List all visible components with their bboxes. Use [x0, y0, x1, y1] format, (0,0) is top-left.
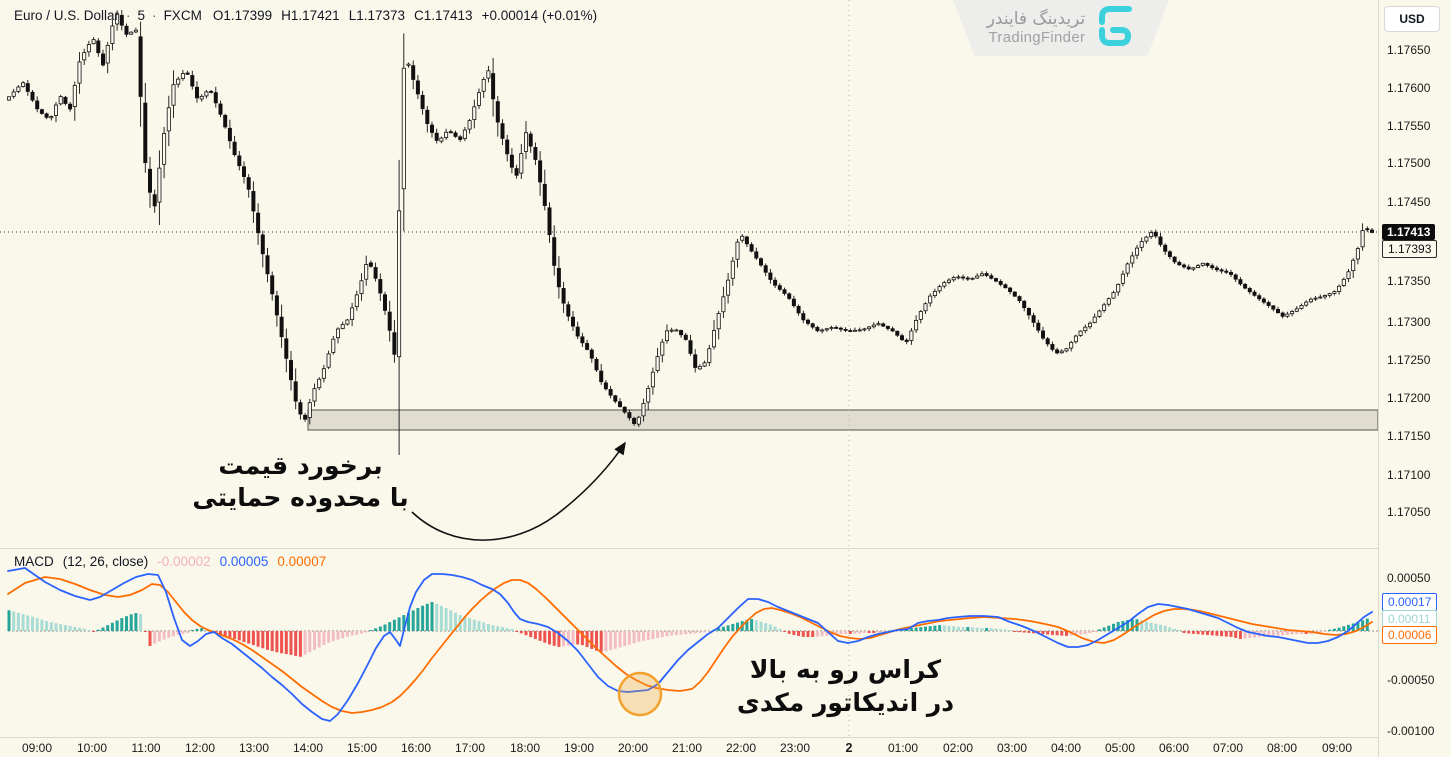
time-axis-label: 2 — [845, 741, 853, 755]
time-axis-label: 21:00 — [671, 741, 703, 755]
time-axis-label: 20:00 — [617, 741, 649, 755]
tradingfinder-logo-icon — [1095, 4, 1135, 53]
brand-name-english: TradingFinder — [988, 29, 1086, 47]
macd-value-tag: 0.00011 — [1382, 610, 1437, 628]
time-axis-label: 13:00 — [238, 741, 270, 755]
exchange-name: FXCM — [163, 8, 202, 23]
time-axis-label: 16:00 — [400, 741, 432, 755]
macd-value-tag: 0.00017 — [1382, 593, 1438, 611]
time-axis-label: 04:00 — [1050, 741, 1082, 755]
support-annotation: برخورد قیمت با محدوده حمایتی — [178, 450, 423, 514]
support-zone[interactable] — [307, 409, 1379, 431]
price-axis-label: 1.17450 — [1387, 195, 1431, 209]
macd-cross-annotation: کراس رو به بالا در اندیکاتور مکدی — [718, 653, 973, 719]
time-axis-label: 09:00 — [21, 741, 53, 755]
time-axis-label: 09:00 — [1321, 741, 1353, 755]
last-price-tag: 1.17413 — [1382, 224, 1436, 240]
prev-close-tag: 1.17393 — [1382, 240, 1438, 258]
brand-name-farsi: تریدینگ فایندر — [986, 8, 1086, 29]
time-axis-label: 17:00 — [454, 741, 486, 755]
time-axis-label: 15:00 — [346, 741, 378, 755]
price-axis-label: 1.17600 — [1387, 81, 1431, 95]
macd-value-tag: 0.00006 — [1382, 626, 1438, 644]
low-value: L1.17373 — [348, 8, 405, 23]
macd-cross-annotation-line2: در اندیکاتور مکدی — [736, 688, 955, 717]
time-axis-label: 12:00 — [184, 741, 216, 755]
ohlc-values: O1.17399 H1.17421 L1.17373 C1.17413 +0.0… — [213, 8, 597, 23]
price-axis-label: 1.17500 — [1387, 156, 1431, 170]
price-axis-label: 1.17350 — [1387, 274, 1431, 288]
time-axis-label: 06:00 — [1158, 741, 1190, 755]
macd-indicator — [7, 567, 1378, 722]
macd-axis-label: 0.00050 — [1387, 571, 1431, 585]
time-axis-label: 03:00 — [996, 741, 1028, 755]
support-annotation-line1: برخورد قیمت — [218, 451, 383, 480]
price-axis-label: 1.17550 — [1387, 119, 1431, 133]
macd-hist-value: -0.00002 — [157, 554, 211, 569]
macd-params: (12, 26, close) — [62, 554, 149, 569]
symbol-info-bar[interactable]: Euro / U.S. Dollar · 5 · FXCM O1.17399 H… — [14, 8, 597, 23]
separator-dot: · — [126, 8, 131, 23]
time-axis-label: 10:00 — [76, 741, 108, 755]
panel-separator[interactable] — [0, 548, 1378, 549]
time-axis-label: 01:00 — [887, 741, 919, 755]
macd-signal-value: 0.00007 — [277, 554, 327, 569]
close-value: C1.17413 — [414, 8, 473, 23]
brand-watermark: تریدینگ فایندر TradingFinder — [953, 0, 1169, 56]
macd-legend[interactable]: MACD (12, 26, close) -0.00002 0.00005 0.… — [14, 554, 326, 569]
support-arrow — [411, 441, 626, 541]
price-axis[interactable]: 1.17650 1.17600 1.17550 1.17500 1.17450 1.173… — [1378, 0, 1451, 757]
candlesticks — [7, 10, 1375, 455]
price-axis-label: 1.17100 — [1387, 468, 1431, 482]
price-axis-label: 1.17200 — [1387, 391, 1431, 405]
separator-dot: · — [152, 8, 157, 23]
time-axis-label: 18:00 — [509, 741, 541, 755]
time-axis-label: 22:00 — [725, 741, 757, 755]
time-axis-label: 11:00 — [131, 741, 161, 755]
time-axis[interactable]: 09:00 10:00 11:00 12:00 13:00 14:00 15:00 16:00… — [0, 737, 1378, 757]
time-axis-label: 07:00 — [1212, 741, 1244, 755]
price-axis-label: 1.17150 — [1387, 429, 1431, 443]
macd-title[interactable]: MACD — [14, 554, 54, 569]
interval-value[interactable]: 5 — [137, 8, 146, 23]
price-axis-label: 1.17250 — [1387, 353, 1431, 367]
annotation-shapes — [411, 441, 663, 717]
change-value: +0.00014 (+0.01%) — [481, 8, 598, 23]
macd-line-value: 0.00005 — [219, 554, 269, 569]
time-axis-label: 05:00 — [1104, 741, 1136, 755]
high-value: H1.17421 — [281, 8, 340, 23]
price-axis-label: 1.17300 — [1387, 315, 1431, 329]
price-axis-label: 1.17650 — [1387, 43, 1431, 57]
time-axis-label: 23:00 — [779, 741, 811, 755]
macd-axis-label: -0.00100 — [1387, 724, 1435, 738]
macd-cross-highlight-circle — [617, 671, 663, 717]
time-axis-label: 02:00 — [942, 741, 974, 755]
time-axis-label: 08:00 — [1266, 741, 1298, 755]
support-annotation-line2: با محدوده حمایتی — [192, 483, 409, 512]
time-axis-label: 19:00 — [563, 741, 595, 755]
macd-cross-annotation-line1: کراس رو به بالا — [749, 655, 942, 684]
currency-button[interactable]: USD — [1384, 6, 1440, 32]
open-value: O1.17399 — [212, 8, 273, 23]
symbol-name[interactable]: Euro / U.S. Dollar — [14, 8, 120, 23]
time-axis-label: 14:00 — [292, 741, 324, 755]
macd-axis-label: -0.00050 — [1387, 673, 1435, 687]
price-axis-label: 1.17050 — [1387, 505, 1431, 519]
